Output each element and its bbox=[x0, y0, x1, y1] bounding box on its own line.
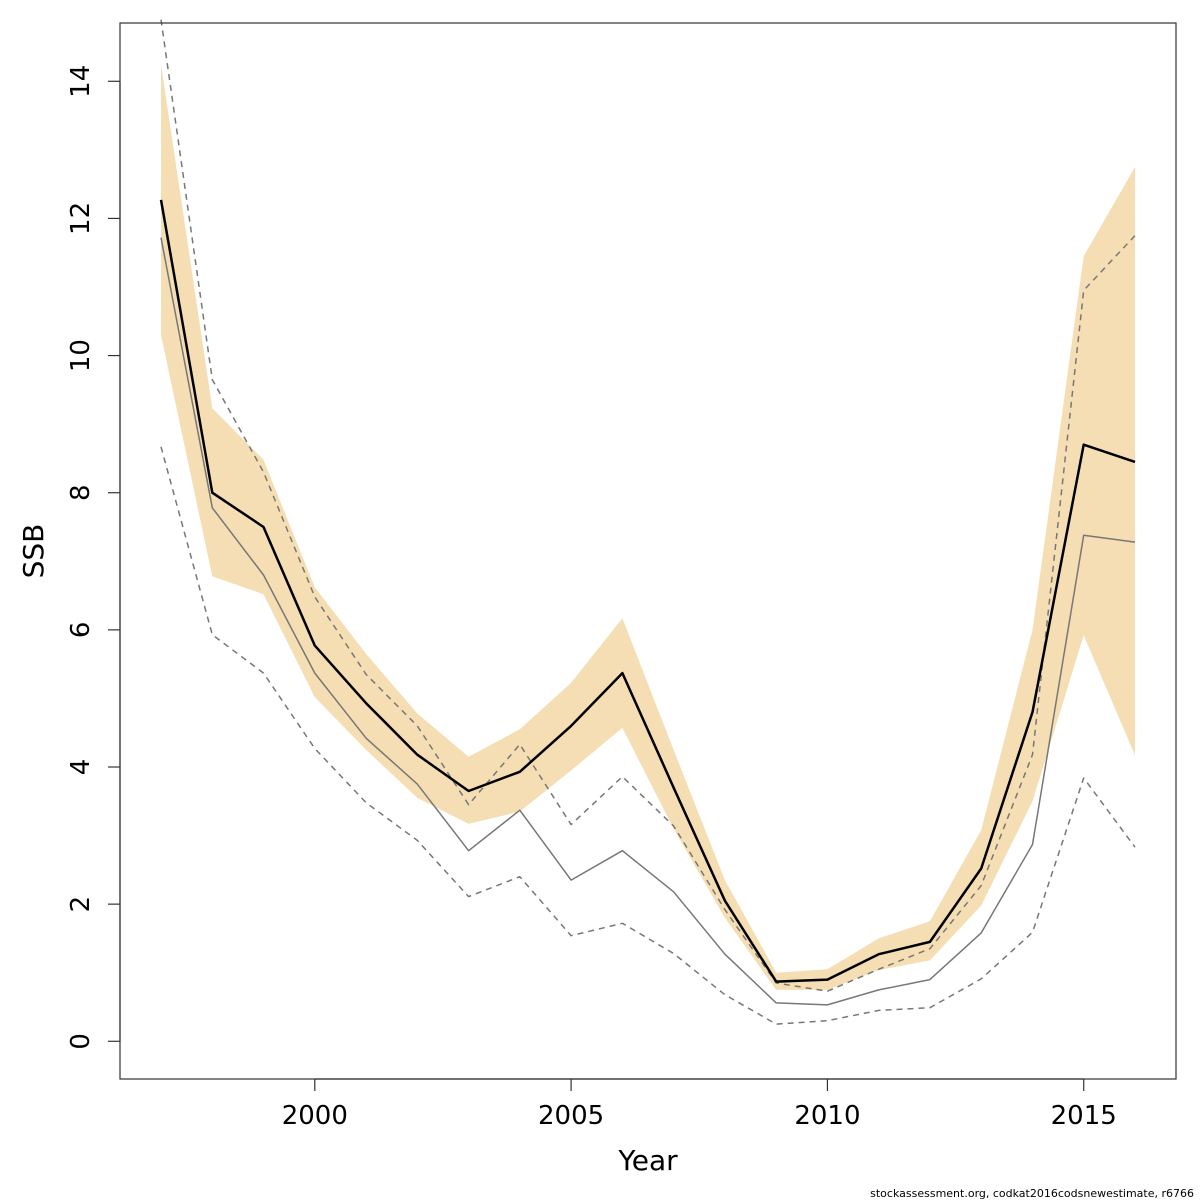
y-axis-title: SSB bbox=[17, 524, 50, 579]
y-tick-label: 10 bbox=[66, 339, 96, 372]
ssb-estimate-line bbox=[159, 199, 1136, 983]
comparison-lower-bound-line bbox=[160, 446, 1136, 1025]
caption: stockassessment.org, codkat2016codsnewes… bbox=[870, 1187, 1194, 1200]
y-axis: 0 2 4 6 8 10 12 14 bbox=[66, 65, 121, 1050]
y-tick-label: 12 bbox=[66, 202, 96, 235]
x-tick-label: 2005 bbox=[538, 1101, 604, 1131]
y-tick-label: 14 bbox=[66, 65, 96, 98]
x-tick-label: 2000 bbox=[282, 1101, 348, 1131]
y-tick-label: 2 bbox=[66, 896, 96, 913]
y-tick-label: 6 bbox=[66, 622, 96, 639]
x-tick-label: 2015 bbox=[1051, 1101, 1117, 1131]
y-tick-label: 0 bbox=[66, 1033, 96, 1050]
confidence-band-layer bbox=[161, 64, 1135, 990]
x-axis: 2000 2005 2010 2015 bbox=[282, 1078, 1117, 1131]
comparison-upper-bound-line bbox=[160, 19, 1136, 992]
y-tick-label: 8 bbox=[66, 484, 96, 501]
series-layer bbox=[159, 19, 1136, 1025]
x-tick-label: 2010 bbox=[794, 1101, 860, 1131]
x-axis-title: Year bbox=[617, 1144, 678, 1177]
confidence-band bbox=[161, 64, 1135, 990]
y-tick-label: 4 bbox=[66, 759, 96, 776]
comparison-estimate-line bbox=[160, 237, 1136, 1006]
